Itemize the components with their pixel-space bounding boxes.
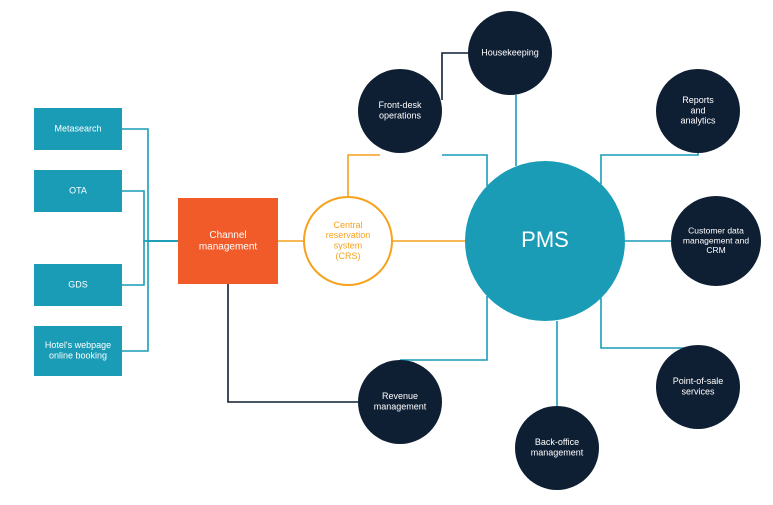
svg-text:Revenue: Revenue <box>382 391 418 401</box>
svg-text:and: and <box>690 105 705 115</box>
svg-text:GDS: GDS <box>68 279 88 289</box>
svg-text:Hotel's webpage: Hotel's webpage <box>45 340 111 350</box>
svg-text:Metasearch: Metasearch <box>54 123 101 133</box>
svg-text:online booking: online booking <box>49 351 107 361</box>
svg-text:services: services <box>681 387 715 397</box>
edge-metasearch-channel_mgmt <box>122 129 178 241</box>
nodes-layer: Metasearch OTA GDS Hotel's webpageonline bo… <box>34 11 761 490</box>
svg-text:Front-desk: Front-desk <box>378 100 422 110</box>
svg-text:Customer data: Customer data <box>688 225 744 235</box>
svg-text:CRM: CRM <box>706 245 725 255</box>
svg-text:PMS: PMS <box>521 227 569 252</box>
svg-text:reservation: reservation <box>326 230 371 240</box>
svg-text:management and: management and <box>683 235 749 245</box>
edge-pms-pos <box>601 298 698 348</box>
svg-text:analytics: analytics <box>680 116 716 126</box>
svg-text:OTA: OTA <box>69 185 87 195</box>
edge-pms-revenue <box>400 296 487 360</box>
svg-text:Reports: Reports <box>682 95 714 105</box>
svg-text:system: system <box>334 241 363 251</box>
edge-ota-channel_mgmt <box>122 191 178 241</box>
svg-text:Housekeeping: Housekeeping <box>481 47 539 57</box>
edge-frontdesk-housekeeping <box>442 53 468 100</box>
svg-text:management: management <box>531 448 584 458</box>
svg-text:Central: Central <box>333 220 362 230</box>
edge-pms-reports <box>601 153 698 184</box>
edge-hotel_web-channel_mgmt <box>122 241 178 351</box>
svg-text:operations: operations <box>379 111 422 121</box>
svg-text:Back-office: Back-office <box>535 437 579 447</box>
edge-channel_mgmt-revenue <box>228 284 358 402</box>
pms-diagram: Metasearch OTA GDS Hotel's webpageonline bo… <box>0 0 773 505</box>
svg-text:Channel: Channel <box>209 230 246 241</box>
svg-text:management: management <box>374 402 427 412</box>
svg-text:(CRS): (CRS) <box>336 251 361 261</box>
svg-text:management: management <box>199 241 258 252</box>
edge-pms-frontdesk <box>442 155 487 186</box>
edge-crs-frontdesk <box>348 155 380 197</box>
svg-text:Point-of-sale: Point-of-sale <box>673 376 724 386</box>
edge-gds-channel_mgmt <box>122 241 178 285</box>
